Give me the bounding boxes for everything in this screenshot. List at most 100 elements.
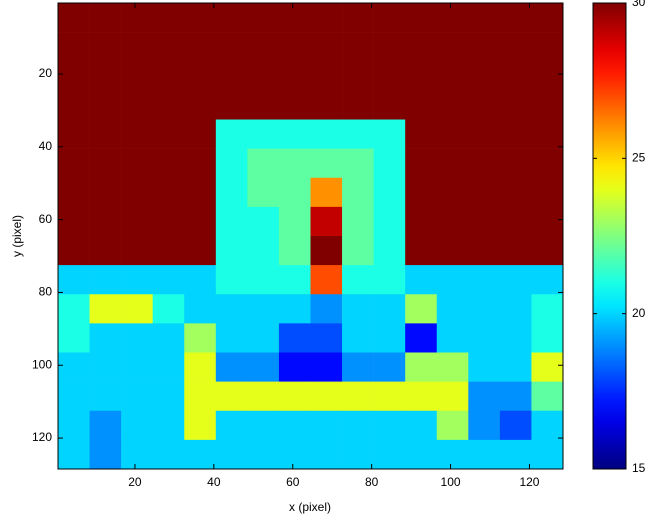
- heatmap-cell: [247, 3, 279, 32]
- heatmap-cell: [311, 323, 343, 352]
- heatmap-cell: [311, 440, 343, 469]
- heatmap-cell: [531, 236, 563, 265]
- heatmap-cell: [153, 32, 185, 61]
- heatmap-cell: [437, 178, 469, 207]
- y-tick-label: 120: [32, 430, 52, 444]
- heatmap-cell: [374, 323, 406, 352]
- heatmap-cell: [279, 61, 311, 90]
- heatmap-cell: [58, 178, 90, 207]
- heatmap-cell: [405, 382, 437, 411]
- heatmap-cell: [90, 236, 122, 265]
- heatmap-cell: [279, 3, 311, 32]
- heatmap-cell: [342, 120, 374, 149]
- heatmap-cell: [500, 90, 532, 119]
- heatmap-cell: [311, 382, 343, 411]
- heatmap-cell: [311, 178, 343, 207]
- y-axis-label: y (pixel): [10, 215, 24, 257]
- heatmap-cell: [279, 120, 311, 149]
- x-tick-label: 120: [519, 475, 539, 489]
- heatmap-cell: [531, 178, 563, 207]
- heatmap-cell: [121, 353, 153, 382]
- heatmap-cell: [247, 411, 279, 440]
- heatmap-cell: [216, 323, 248, 352]
- heatmap-cell: [500, 236, 532, 265]
- heatmap-cell: [311, 32, 343, 61]
- heatmap-cell: [342, 323, 374, 352]
- heatmap-cell: [58, 61, 90, 90]
- y-tick-label: 60: [39, 212, 53, 226]
- heatmap-cell: [405, 411, 437, 440]
- heatmap-cell: [531, 265, 563, 294]
- heatmap-cell: [531, 207, 563, 236]
- heatmap-cell: [374, 440, 406, 469]
- heatmap-cell: [153, 294, 185, 323]
- heatmap-cell: [500, 440, 532, 469]
- heatmap-cell: [374, 32, 406, 61]
- heatmap-cell: [184, 265, 216, 294]
- heatmap-cell: [247, 149, 279, 178]
- heatmap-cell: [121, 61, 153, 90]
- heatmap-cell: [311, 3, 343, 32]
- heatmap-cell: [121, 32, 153, 61]
- heatmap-cell: [374, 411, 406, 440]
- heatmap-cell: [311, 149, 343, 178]
- heatmap-cell: [153, 411, 185, 440]
- x-tick-label: 60: [286, 475, 300, 489]
- heatmap-cell: [342, 411, 374, 440]
- heatmap-cell: [121, 120, 153, 149]
- heatmap-cell: [58, 440, 90, 469]
- heatmap-cell: [531, 32, 563, 61]
- heatmap-cell: [500, 178, 532, 207]
- heatmap-cell: [342, 353, 374, 382]
- heatmap-cell: [468, 440, 500, 469]
- heatmap-cell: [374, 3, 406, 32]
- heatmap-cell: [216, 353, 248, 382]
- heatmap-cell: [58, 353, 90, 382]
- heatmap-cell: [468, 294, 500, 323]
- heatmap-cell: [58, 236, 90, 265]
- heatmap-cell: [58, 382, 90, 411]
- heatmap-cell: [58, 32, 90, 61]
- heatmap-cell: [279, 353, 311, 382]
- heatmap-cell: [531, 323, 563, 352]
- heatmap-cell: [374, 61, 406, 90]
- heatmap-cell: [216, 3, 248, 32]
- heatmap-cell: [468, 323, 500, 352]
- heatmap-cell: [153, 90, 185, 119]
- heatmap-cell: [500, 294, 532, 323]
- heatmap-cell: [216, 90, 248, 119]
- heatmap-cell: [247, 323, 279, 352]
- heatmap-cell: [374, 382, 406, 411]
- heatmap-cell: [153, 207, 185, 236]
- heatmap-cell: [247, 236, 279, 265]
- heatmap-cell: [90, 265, 122, 294]
- heatmap-cell: [153, 3, 185, 32]
- heatmap-cell: [184, 236, 216, 265]
- heatmap-cell: [500, 120, 532, 149]
- heatmap-cell: [342, 440, 374, 469]
- heatmap-cell: [184, 61, 216, 90]
- heatmap-cell: [468, 178, 500, 207]
- heatmap-cell: [405, 265, 437, 294]
- heatmap-cell: [374, 236, 406, 265]
- heatmap-cell: [468, 353, 500, 382]
- heatmap-cell: [216, 265, 248, 294]
- heatmap-cell: [405, 32, 437, 61]
- heatmap-cell: [247, 32, 279, 61]
- heatmap-cell: [279, 32, 311, 61]
- heatmap-cell: [184, 149, 216, 178]
- heatmap-cell: [279, 440, 311, 469]
- heatmap-cell: [58, 265, 90, 294]
- heatmap-cell: [437, 32, 469, 61]
- heatmap-cell: [247, 382, 279, 411]
- heatmap-cell: [342, 32, 374, 61]
- heatmap-cell: [247, 61, 279, 90]
- heatmap-cell: [184, 323, 216, 352]
- heatmap-cell: [405, 149, 437, 178]
- heatmap-cell: [437, 440, 469, 469]
- heatmap-cell: [405, 440, 437, 469]
- heatmap-cell: [216, 236, 248, 265]
- heatmap-cell: [500, 353, 532, 382]
- heatmap-cell: [216, 207, 248, 236]
- heatmap-cell: [531, 149, 563, 178]
